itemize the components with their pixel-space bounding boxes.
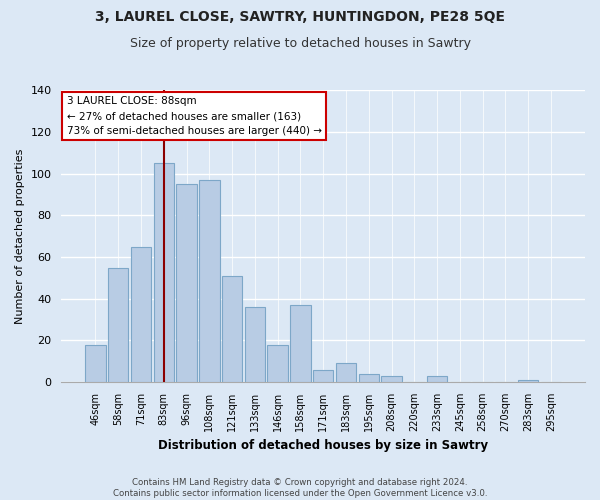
Bar	[154, 164, 174, 382]
Bar	[245, 307, 265, 382]
Bar	[427, 376, 448, 382]
Bar	[518, 380, 538, 382]
Bar	[176, 184, 197, 382]
Bar	[85, 344, 106, 382]
Text: Contains HM Land Registry data © Crown copyright and database right 2024.
Contai: Contains HM Land Registry data © Crown c…	[113, 478, 487, 498]
Text: Size of property relative to detached houses in Sawtry: Size of property relative to detached ho…	[130, 38, 470, 51]
Bar	[108, 268, 128, 382]
Bar	[336, 364, 356, 382]
Bar	[268, 344, 288, 382]
Text: 3 LAUREL CLOSE: 88sqm
← 27% of detached houses are smaller (163)
73% of semi-det: 3 LAUREL CLOSE: 88sqm ← 27% of detached …	[67, 96, 322, 136]
Bar	[131, 246, 151, 382]
Bar	[222, 276, 242, 382]
Text: 3, LAUREL CLOSE, SAWTRY, HUNTINGDON, PE28 5QE: 3, LAUREL CLOSE, SAWTRY, HUNTINGDON, PE2…	[95, 10, 505, 24]
Bar	[290, 305, 311, 382]
X-axis label: Distribution of detached houses by size in Sawtry: Distribution of detached houses by size …	[158, 440, 488, 452]
Bar	[381, 376, 402, 382]
Bar	[359, 374, 379, 382]
Bar	[313, 370, 334, 382]
Y-axis label: Number of detached properties: Number of detached properties	[15, 148, 25, 324]
Bar	[199, 180, 220, 382]
